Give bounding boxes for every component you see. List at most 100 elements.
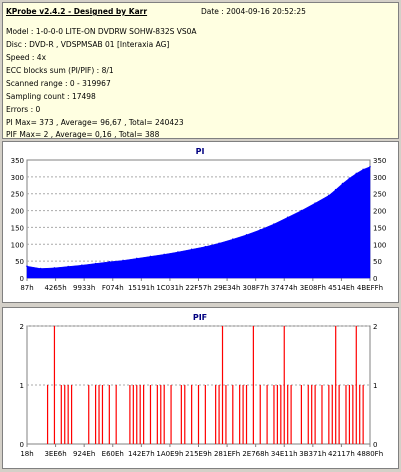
pif-bar <box>163 385 165 444</box>
pif-bar <box>276 385 278 444</box>
pi-point <box>81 264 83 266</box>
pif-y-tick-label: 0 <box>20 441 24 449</box>
pi-y-tick-label: 0 <box>20 275 24 283</box>
pi-y-tick-label-right: 150 <box>373 224 386 232</box>
pif-x-tick-label: 281EFh <box>214 450 240 458</box>
pi-y-tick-label: 250 <box>11 191 24 199</box>
pif-bar <box>160 385 162 444</box>
pif-bar <box>221 326 224 444</box>
pi-x-tick-label: F074h <box>102 284 124 292</box>
pif-bar <box>352 385 354 444</box>
pi-point <box>362 168 364 171</box>
pi-y-tick-label: 150 <box>11 224 24 232</box>
pif-bar <box>239 385 241 444</box>
disc-info: Disc : DVD-R , VDSPMSAB 01 [Interaxia AG… <box>6 40 170 49</box>
pi-x-tick-label: 87h <box>20 284 33 292</box>
pif-x-tick-label: 42117h <box>328 450 355 458</box>
pi-y-tick-label-right: 300 <box>373 174 386 182</box>
pif-bar <box>266 385 268 444</box>
pif-bar <box>98 385 100 444</box>
sampling-count: Sampling count : 17498 <box>6 92 96 101</box>
pi-y-tick-label: 200 <box>11 208 24 216</box>
pi-y-tick-label-right: 250 <box>373 191 386 199</box>
pif-x-tick-label: 4880Fh <box>357 450 383 458</box>
pif-bar <box>46 385 49 444</box>
pi-point <box>39 267 42 270</box>
pif-chart-panel: PIF 0 0 1 1 2 2 18h 3EE6h 924Eh E60Eh 142E7h 1A0E9h… <box>2 307 399 469</box>
pif-bar <box>280 385 282 444</box>
app-header: KProbe v2.4.2 - Designed by Karr <box>6 7 148 16</box>
pif-x-tick-label: 18h <box>20 450 33 458</box>
pif-bar <box>191 385 193 444</box>
pif-bar <box>218 385 220 444</box>
drive-model: Model : 1-0-0-0 LITE-ON DVDRW SOHW-832S … <box>6 27 197 36</box>
pi-point <box>163 253 165 256</box>
pif-bar <box>156 385 158 444</box>
pi-x-tick-label: 9933h <box>73 284 95 292</box>
pif-chart: PIF 0 0 1 1 2 2 18h 3EE6h 924Eh E60Eh 142E7h 1A0E9h… <box>20 313 384 458</box>
pi-point <box>190 248 193 251</box>
pi-stats: PI Max= 373 , Average= 96,67 , Total= 24… <box>6 118 184 127</box>
pif-x-tick-label: 34E11h <box>271 450 298 458</box>
pif-y-tick-label-right: 0 <box>373 441 377 449</box>
pi-point <box>273 223 275 225</box>
pif-bar <box>307 385 309 444</box>
pi-x-tick-label: 308F7h <box>243 284 269 292</box>
pif-bar <box>335 326 337 444</box>
pif-bar <box>64 385 66 444</box>
pif-bar <box>101 385 104 444</box>
pif-bar <box>245 385 248 444</box>
pif-bar <box>273 385 275 444</box>
pi-point <box>314 202 316 204</box>
pif-x-tick-label: 3B371h <box>299 450 326 458</box>
pif-x-tick-label: 3EE6h <box>44 450 66 458</box>
pif-bar <box>225 385 227 444</box>
pif-bar <box>345 385 347 444</box>
pi-y-tick-label-right: 200 <box>373 208 386 216</box>
pif-bar <box>132 385 134 444</box>
pif-bar <box>321 385 323 444</box>
pi-x-tick-label: 29E34h <box>214 284 241 292</box>
pi-point <box>204 245 207 248</box>
pi-point <box>245 234 248 236</box>
pif-bar <box>115 385 117 444</box>
info-panel: KProbe v2.4.2 - Designed by Karr Date : … <box>2 2 399 139</box>
pi-point <box>177 251 179 253</box>
pif-bar <box>287 385 289 444</box>
pif-bar <box>53 326 56 444</box>
scanned-range: Scanned range : 0 - 319967 <box>6 79 111 88</box>
pi-x-tick-label: 4BEFFh <box>357 284 383 292</box>
pi-y-tick-label-right: 0 <box>373 275 377 283</box>
pif-bar <box>311 385 313 444</box>
pi-point <box>300 209 303 212</box>
pif-chart-title: PIF <box>193 313 207 322</box>
pif-x-tick-label: 924Eh <box>73 450 95 458</box>
pi-point <box>286 216 289 219</box>
pif-bar <box>204 385 206 444</box>
pi-y-tick-label: 350 <box>11 157 24 165</box>
pif-bar <box>359 385 361 444</box>
pif-y-tick-label: 2 <box>20 323 24 331</box>
scan-date: Date : 2004-09-16 20:52:25 <box>201 7 306 16</box>
pif-bar <box>88 385 90 444</box>
pif-y-tick-label: 1 <box>20 382 24 390</box>
pif-bar <box>348 385 351 444</box>
pif-bar <box>242 385 244 444</box>
pi-point <box>232 238 234 241</box>
pi-area <box>26 166 371 279</box>
pif-bar <box>197 385 200 444</box>
pif-bar <box>259 385 261 444</box>
pi-x-tick-label: 4514Eh <box>328 284 355 292</box>
pi-x-tick-label: 37474h <box>271 284 298 292</box>
pi-point <box>53 267 56 269</box>
pif-bar <box>338 385 340 444</box>
pi-point <box>67 265 69 268</box>
pif-bar <box>328 385 330 444</box>
pi-x-tick-label: 15191h <box>128 284 155 292</box>
pif-bar <box>170 385 172 444</box>
pif-bar <box>95 385 97 444</box>
pif-bar <box>215 385 217 444</box>
pif-bar <box>355 326 357 444</box>
pif-bar <box>331 385 333 444</box>
pi-y-tick-label: 100 <box>11 241 24 249</box>
